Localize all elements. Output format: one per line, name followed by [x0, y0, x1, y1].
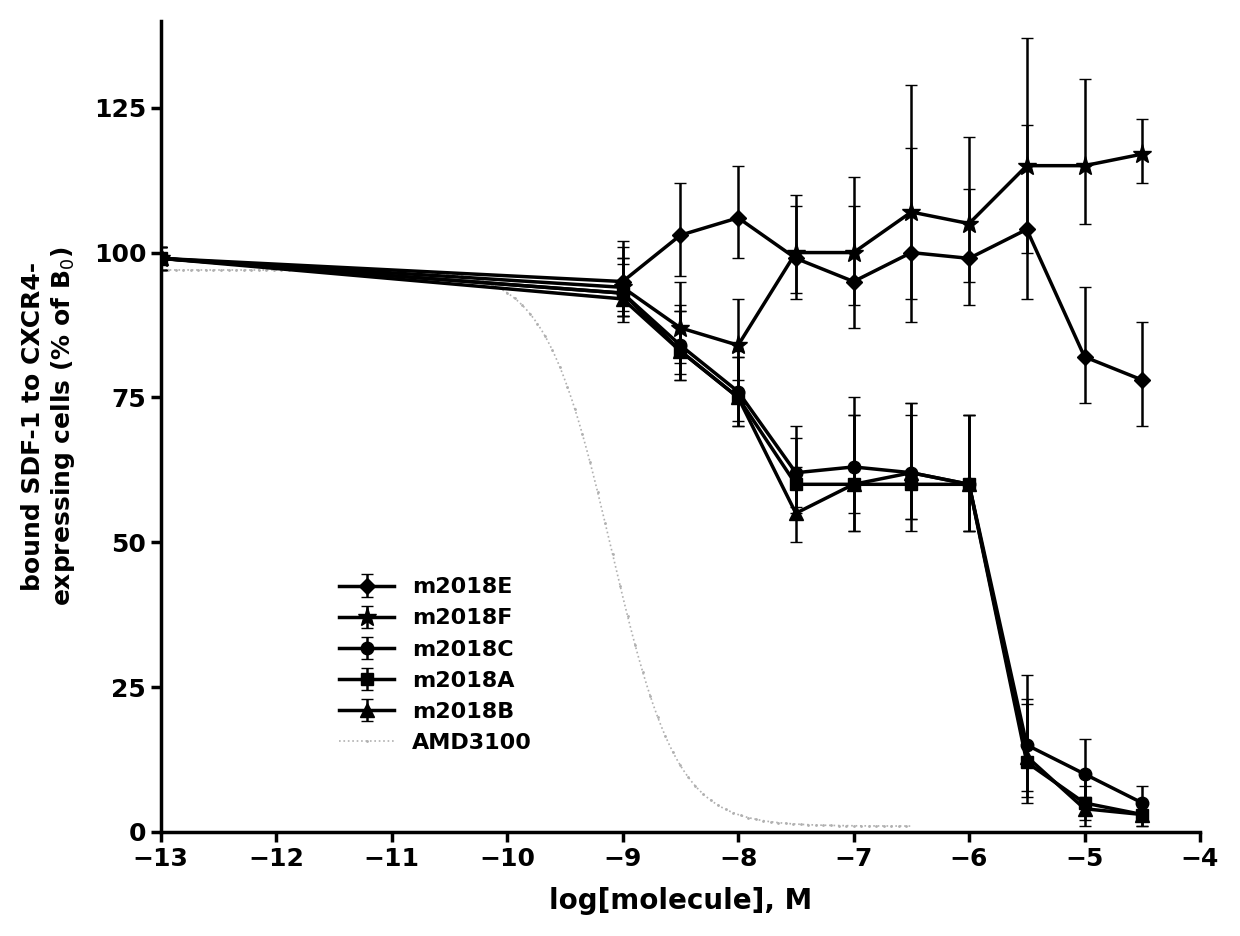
Legend: m2018E, m2018F, m2018C, m2018A, m2018B, AMD3100: m2018E, m2018F, m2018C, m2018A, m2018B, …: [327, 566, 543, 764]
AMD3100: [600, 528, 615, 539]
Line: AMD3100: AMD3100: [160, 269, 913, 827]
AMD3100: [154, 264, 169, 275]
AMD3100: [613, 580, 627, 592]
AMD3100: [598, 517, 613, 528]
AMD3100: [904, 821, 919, 832]
AMD3100: [786, 818, 801, 829]
Y-axis label: bound SDF-1 to CXCR4-
expressing cells (% of B$_0$): bound SDF-1 to CXCR4- expressing cells (…: [21, 246, 77, 607]
X-axis label: log[molecule], M: log[molecule], M: [549, 887, 812, 915]
AMD3100: [833, 820, 848, 831]
AMD3100: [156, 264, 171, 275]
